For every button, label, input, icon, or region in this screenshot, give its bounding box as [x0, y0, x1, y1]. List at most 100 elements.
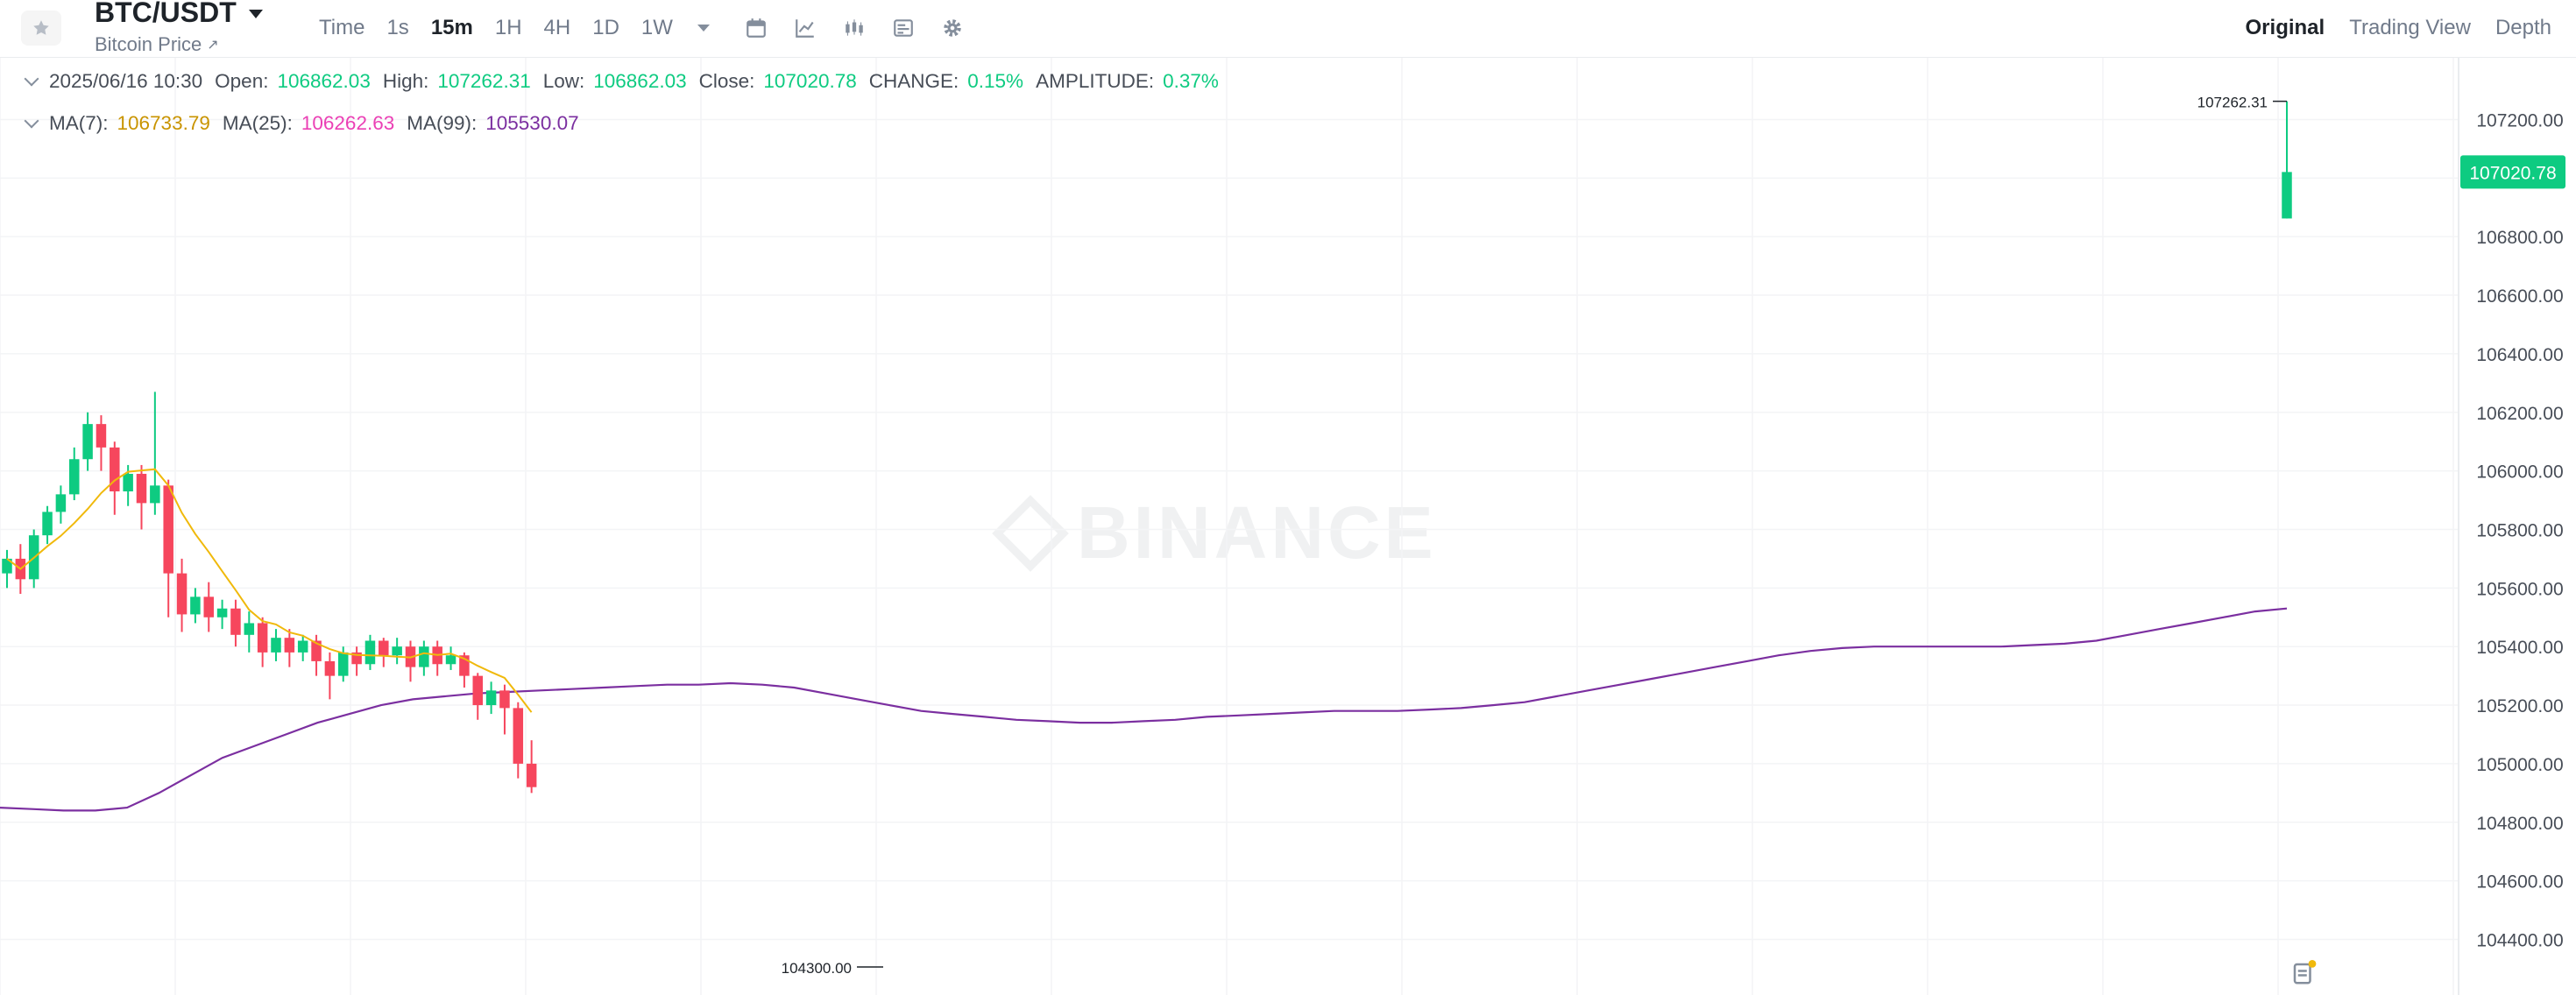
candle-body	[499, 690, 510, 709]
y-tick-label: 105600.00	[2476, 579, 2563, 599]
last-price-tag	[2460, 155, 2565, 189]
high-marker-label: 107262.31	[2197, 95, 2268, 111]
ma-legend: MA(7): 106733.79 MA(25): 106262.63 MA(99…	[24, 112, 591, 135]
amplitude-value: 0.37%	[1163, 70, 1219, 92]
settings-gear-icon[interactable]	[941, 17, 964, 39]
layout-icon[interactable]	[892, 17, 915, 39]
view-original[interactable]: Original	[2245, 16, 2325, 39]
candlestick-chart[interactable]: 107200.00107000.00106800.00106600.001064…	[0, 58, 2576, 995]
candle-body	[69, 459, 80, 495]
candle-body	[257, 623, 268, 653]
candle-body	[351, 652, 362, 665]
candle-body	[230, 608, 241, 635]
candle-body	[445, 655, 456, 665]
candle-body	[110, 447, 120, 492]
y-tick-label: 105400.00	[2476, 638, 2563, 658]
interval-4h[interactable]: 4H	[543, 16, 571, 39]
ma7-line	[6, 468, 533, 713]
candle-body	[271, 638, 281, 653]
candle-body	[244, 623, 255, 635]
candle-body	[338, 652, 349, 676]
calendar-icon[interactable]	[745, 17, 768, 39]
candle-body	[123, 473, 133, 492]
ma99-line	[0, 607, 2288, 812]
ma25-label: MA(25):	[222, 112, 293, 134]
ma7-label: MA(7):	[49, 112, 109, 134]
symbol-selector[interactable]: BTC/USDT	[95, 0, 263, 29]
y-tick-label: 106200.00	[2476, 404, 2563, 424]
notes-icon[interactable]	[2290, 960, 2317, 986]
interval-1w[interactable]: 1W	[640, 16, 673, 39]
open-value: 106862.03	[277, 70, 371, 92]
candle-body	[297, 640, 308, 653]
y-tick-label: 106600.00	[2476, 286, 2563, 307]
close-label: Close:	[698, 70, 755, 92]
indicator-icon[interactable]	[794, 17, 817, 39]
candle-body	[55, 494, 67, 512]
candle-body	[150, 485, 160, 504]
candle-body	[2282, 172, 2292, 219]
candle-body	[459, 655, 470, 676]
open-label: Open:	[215, 70, 269, 92]
candle-body	[42, 512, 53, 536]
change-value: 0.15%	[967, 70, 1024, 92]
ohlc-datetime: 2025/06/16 10:30	[49, 70, 203, 92]
candle-body	[2, 558, 12, 574]
collapse-chevron-icon[interactable]	[24, 113, 39, 129]
collapse-chevron-icon[interactable]	[24, 71, 39, 87]
y-tick-label: 105000.00	[2476, 755, 2563, 775]
candle-body	[136, 473, 147, 504]
ma25-value: 106262.63	[301, 112, 395, 134]
y-tick-label: 106800.00	[2476, 228, 2563, 248]
candle-body	[324, 660, 336, 676]
subtitle-label: Bitcoin Price	[95, 33, 202, 55]
symbol-name: BTC/USDT	[95, 0, 237, 28]
candle-body	[485, 690, 497, 706]
view-trading-view[interactable]: Trading View	[2349, 16, 2471, 39]
candle-body	[379, 640, 389, 656]
y-tick-label: 106400.00	[2476, 345, 2563, 365]
candle-body	[419, 646, 429, 667]
ma99-label: MA(99):	[407, 112, 478, 134]
view-depth[interactable]: Depth	[2495, 16, 2551, 39]
candle-body	[364, 640, 376, 665]
candle-body	[176, 573, 188, 615]
candle-type-icon[interactable]	[843, 17, 866, 39]
chart-header: BTC/USDT Bitcoin Price ↗ Time 1s 15m 1H …	[0, 0, 2576, 58]
y-tick-label: 106000.00	[2476, 462, 2563, 483]
interval-time[interactable]: Time	[319, 16, 365, 39]
candle-body	[472, 675, 483, 706]
candle-body	[96, 424, 107, 448]
low-marker-label: 104300.00	[782, 960, 852, 977]
chevron-down-icon	[248, 9, 263, 18]
candle-body	[392, 646, 402, 656]
high-value: 107262.31	[437, 70, 531, 92]
candle-body	[513, 708, 524, 764]
close-value: 107020.78	[763, 70, 857, 92]
binance-watermark: BINANCE	[992, 490, 1437, 575]
bitcoin-price-link[interactable]: Bitcoin Price ↗	[95, 33, 219, 56]
candle-body	[526, 763, 537, 787]
y-tick-label: 105800.00	[2476, 520, 2563, 540]
interval-1s[interactable]: 1s	[386, 16, 409, 39]
low-value: 106862.03	[593, 70, 687, 92]
interval-1h[interactable]: 1H	[494, 16, 522, 39]
ma99-value: 105530.07	[485, 112, 579, 134]
candle-body	[284, 638, 295, 653]
y-tick-label: 104600.00	[2476, 872, 2563, 893]
y-tick-label: 104800.00	[2476, 814, 2563, 834]
interval-1d[interactable]: 1D	[592, 16, 619, 39]
ma7-value: 106733.79	[117, 112, 210, 134]
candle-body	[216, 608, 228, 617]
interval-15m[interactable]: 15m	[430, 16, 473, 39]
candle-body	[82, 424, 93, 460]
ohlc-legend: 2025/06/16 10:30 Open: 106862.03 High: 1…	[24, 70, 1231, 93]
view-switcher: Original Trading View Depth	[2246, 0, 2551, 56]
candle-body	[203, 596, 214, 617]
favorite-button[interactable]	[21, 11, 61, 46]
y-tick-label: 105200.00	[2476, 696, 2563, 716]
candle-body	[311, 640, 322, 661]
interval-dropdown-icon[interactable]	[697, 25, 710, 32]
y-tick-label: 104400.00	[2476, 931, 2563, 951]
external-link-icon: ↗	[207, 38, 219, 53]
